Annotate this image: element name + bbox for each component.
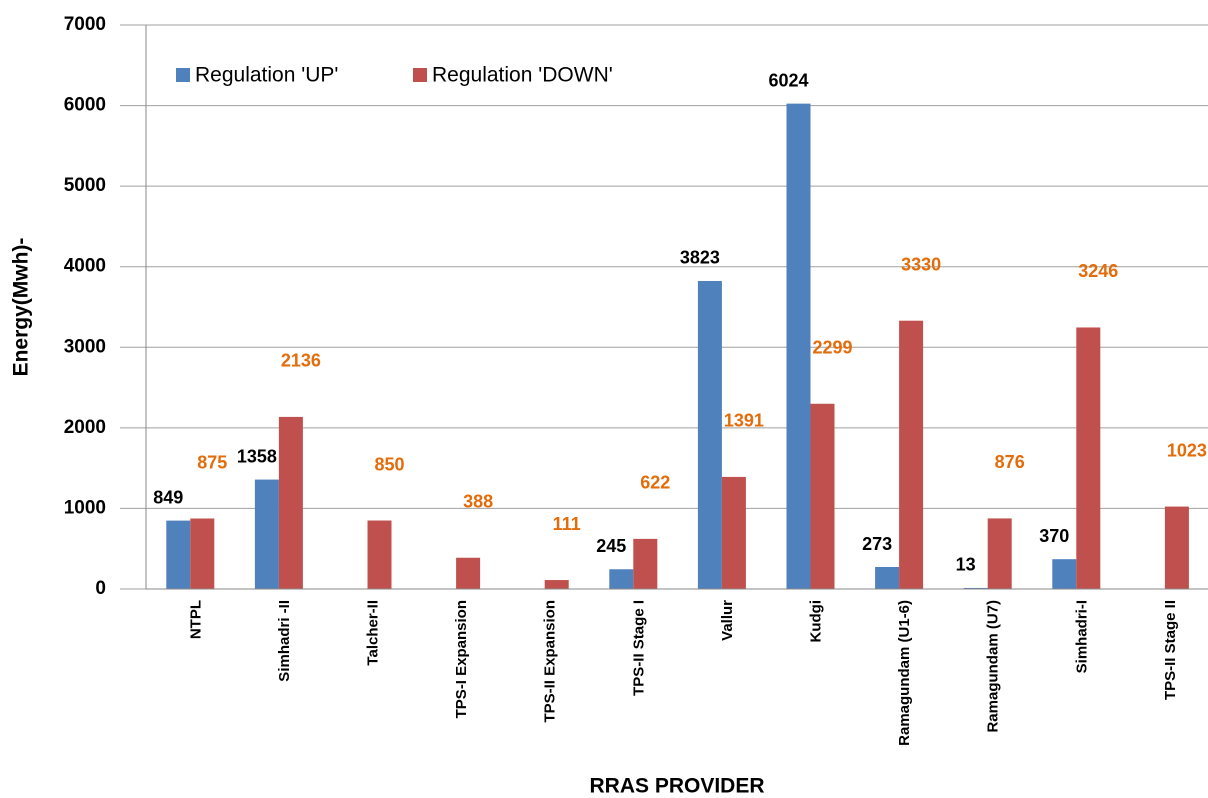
data-label: 370: [1039, 526, 1069, 546]
bar: [875, 567, 900, 589]
bar: [367, 520, 392, 589]
x-tick-label: Simhadri-I: [1073, 600, 1090, 673]
x-tick-label: Ramagundam (U7): [985, 600, 1002, 733]
legend-swatch: [176, 68, 190, 82]
data-label: 875: [197, 452, 227, 472]
bar: [190, 518, 215, 589]
x-tick-label: TPS-I Expansion: [453, 600, 470, 718]
data-label: 3330: [901, 254, 941, 274]
data-label: 245: [596, 536, 626, 556]
bar: [609, 569, 634, 589]
bar: [963, 587, 988, 589]
data-label: 111: [553, 514, 581, 534]
x-tick-label: TPS-II Stage I: [630, 600, 647, 696]
y-tick-label: 2000: [64, 417, 106, 438]
data-label: 6024: [768, 70, 808, 90]
y-tick-label: 3000: [64, 336, 106, 357]
data-label: 3823: [680, 248, 720, 268]
y-tick-label: 6000: [64, 95, 106, 116]
bar: [254, 479, 279, 589]
data-label: 13: [956, 555, 976, 575]
x-tick-label: Ramagundam (U1-6): [896, 600, 913, 746]
bar: [721, 476, 746, 589]
bar: [987, 518, 1012, 589]
bar: [810, 403, 835, 589]
y-tick-label: 4000: [64, 256, 106, 277]
legend-label: Regulation 'UP': [195, 64, 338, 87]
x-tick-label: TPS-II Stage II: [1162, 600, 1179, 700]
data-label: 850: [374, 454, 404, 474]
data-label: 388: [463, 491, 493, 511]
data-label: 1023: [1167, 440, 1207, 460]
x-axis-title: RRAS PROVIDER: [589, 775, 764, 798]
x-tick-label: Kudgi: [807, 600, 824, 643]
bar: [456, 557, 481, 589]
y-tick-label: 0: [95, 578, 106, 599]
bar: [278, 416, 303, 589]
y-tick-label: 7000: [64, 14, 106, 35]
data-label: 849: [153, 487, 183, 507]
bar: [633, 538, 658, 589]
legend-swatch: [413, 68, 427, 82]
data-label: 1391: [724, 411, 764, 431]
x-tick-label: NTPL: [187, 600, 204, 639]
x-tick-label: TPS-II Expansion: [542, 600, 559, 723]
legend-label: Regulation 'DOWN': [432, 64, 613, 87]
x-tick-label: Vallur: [719, 600, 736, 641]
x-tick-label: Talcher-II: [364, 600, 381, 666]
bar: [1164, 506, 1189, 589]
bar: [1052, 559, 1077, 589]
data-label: 273: [862, 534, 892, 554]
bar: [899, 320, 924, 589]
bar: [786, 103, 811, 590]
data-label: 2136: [281, 351, 321, 371]
data-label: 2299: [812, 338, 852, 358]
bar: [166, 520, 191, 589]
y-tick-label: 5000: [64, 175, 106, 196]
data-label: 3246: [1078, 261, 1118, 281]
data-label: 1358: [237, 446, 277, 466]
x-tick-label: Simhadri -II: [276, 600, 293, 682]
bar: [697, 280, 722, 589]
bar: [544, 580, 569, 589]
y-axis-title: Energy(Mwh)-: [10, 238, 33, 377]
data-label: 876: [995, 452, 1025, 472]
data-label: 622: [640, 473, 670, 493]
bar: [1076, 327, 1101, 589]
y-tick-label: 1000: [64, 497, 106, 518]
